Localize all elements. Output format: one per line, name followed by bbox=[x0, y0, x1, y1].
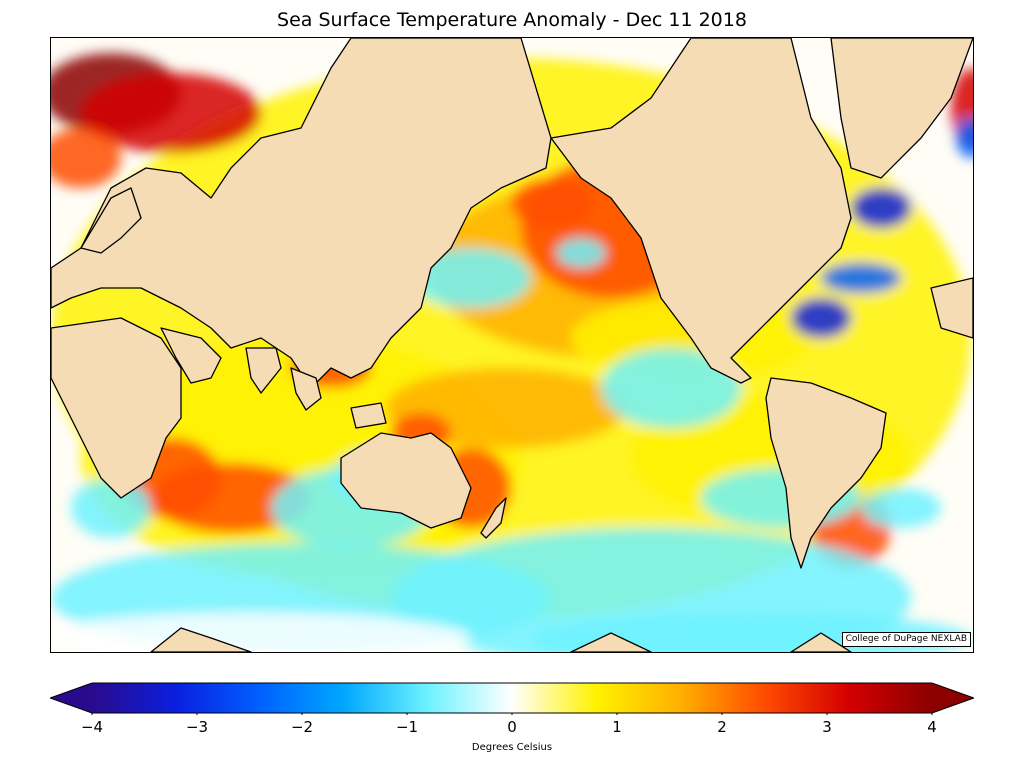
eurasia-land bbox=[51, 38, 552, 389]
colorbar bbox=[50, 682, 974, 715]
anomaly-cell bbox=[556, 238, 606, 268]
anomaly-cell bbox=[511, 178, 591, 228]
colorbar-tick-label: −1 bbox=[395, 718, 419, 736]
north-america-land bbox=[550, 38, 852, 384]
anomaly-cell bbox=[851, 188, 911, 228]
antarctica-land bbox=[150, 627, 852, 652]
arabia-land bbox=[160, 327, 222, 384]
colorbar-tick-label: 3 bbox=[822, 718, 832, 736]
europe-land bbox=[80, 187, 142, 254]
anomaly-cell bbox=[51, 613, 471, 652]
colorbar-gradient bbox=[92, 683, 932, 713]
colorbar-tick-label: 2 bbox=[717, 718, 727, 736]
anomaly-cell bbox=[821, 263, 901, 293]
map-canvas bbox=[51, 38, 973, 652]
colorbar-label: Degrees Celsius bbox=[471, 742, 553, 753]
anomaly-cell bbox=[791, 298, 851, 338]
africa-land bbox=[51, 317, 182, 499]
colorbar-tick-label: −3 bbox=[185, 718, 209, 736]
colorbar-tick-label: 1 bbox=[612, 718, 622, 736]
sst-anomaly-map: College of DuPage NEXLAB bbox=[50, 37, 974, 653]
borneo-land bbox=[350, 402, 387, 429]
colorbar-extend-max bbox=[932, 683, 974, 713]
land-layer bbox=[51, 38, 973, 652]
anomaly-cell bbox=[71, 478, 151, 538]
colorbar-extend-min bbox=[50, 683, 92, 713]
anomaly-cell bbox=[81, 73, 261, 153]
anomaly-cell bbox=[601, 348, 741, 428]
india-land bbox=[245, 347, 282, 394]
anomaly-cell bbox=[861, 488, 941, 528]
colorbar-tick-label: −4 bbox=[80, 718, 104, 736]
anomaly-cell bbox=[956, 118, 973, 158]
credit-label: College of DuPage NEXLAB bbox=[841, 632, 971, 647]
west-europe-land bbox=[930, 277, 973, 339]
anomaly-cell bbox=[411, 248, 531, 308]
colorbar-tick-label: 0 bbox=[507, 718, 517, 736]
new-zealand-land bbox=[480, 497, 507, 539]
anomaly-cell bbox=[51, 128, 121, 188]
chart-title: Sea Surface Temperature Anomaly - Dec 11… bbox=[277, 9, 747, 31]
colorbar-tick-label: −2 bbox=[290, 718, 314, 736]
south-america-land bbox=[765, 377, 887, 569]
southeast-asia-land bbox=[290, 367, 322, 411]
greenland-land bbox=[830, 38, 973, 179]
colorbar-tick-label: 4 bbox=[927, 718, 937, 736]
australia-land bbox=[340, 432, 472, 529]
